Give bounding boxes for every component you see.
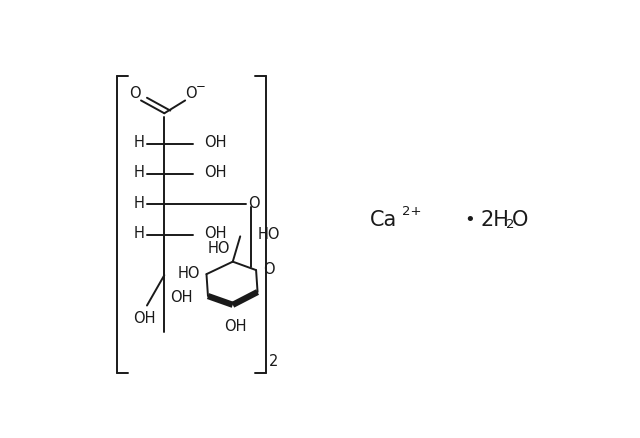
Text: •: • <box>464 211 475 229</box>
Text: O: O <box>511 209 528 230</box>
Text: 2: 2 <box>506 218 514 231</box>
Text: OH: OH <box>204 135 227 150</box>
Text: H: H <box>134 226 145 241</box>
Text: H: H <box>134 166 145 180</box>
Text: H: H <box>134 196 145 211</box>
Text: Ca: Ca <box>370 209 397 230</box>
Text: HO: HO <box>257 227 280 242</box>
Text: HO: HO <box>208 241 230 256</box>
Text: 2: 2 <box>269 354 278 369</box>
Text: O: O <box>186 86 197 101</box>
Text: O: O <box>248 196 260 211</box>
Text: 2+: 2+ <box>403 205 422 218</box>
Text: −: − <box>196 81 206 93</box>
Text: OH: OH <box>204 226 227 241</box>
Text: OH: OH <box>224 319 246 334</box>
Text: 2H: 2H <box>481 209 509 230</box>
Text: O: O <box>263 261 275 276</box>
Text: OH: OH <box>171 290 193 305</box>
Text: HO: HO <box>178 265 200 281</box>
Text: O: O <box>129 86 141 101</box>
Text: OH: OH <box>133 311 156 326</box>
Text: H: H <box>134 135 145 150</box>
Text: OH: OH <box>204 166 227 180</box>
